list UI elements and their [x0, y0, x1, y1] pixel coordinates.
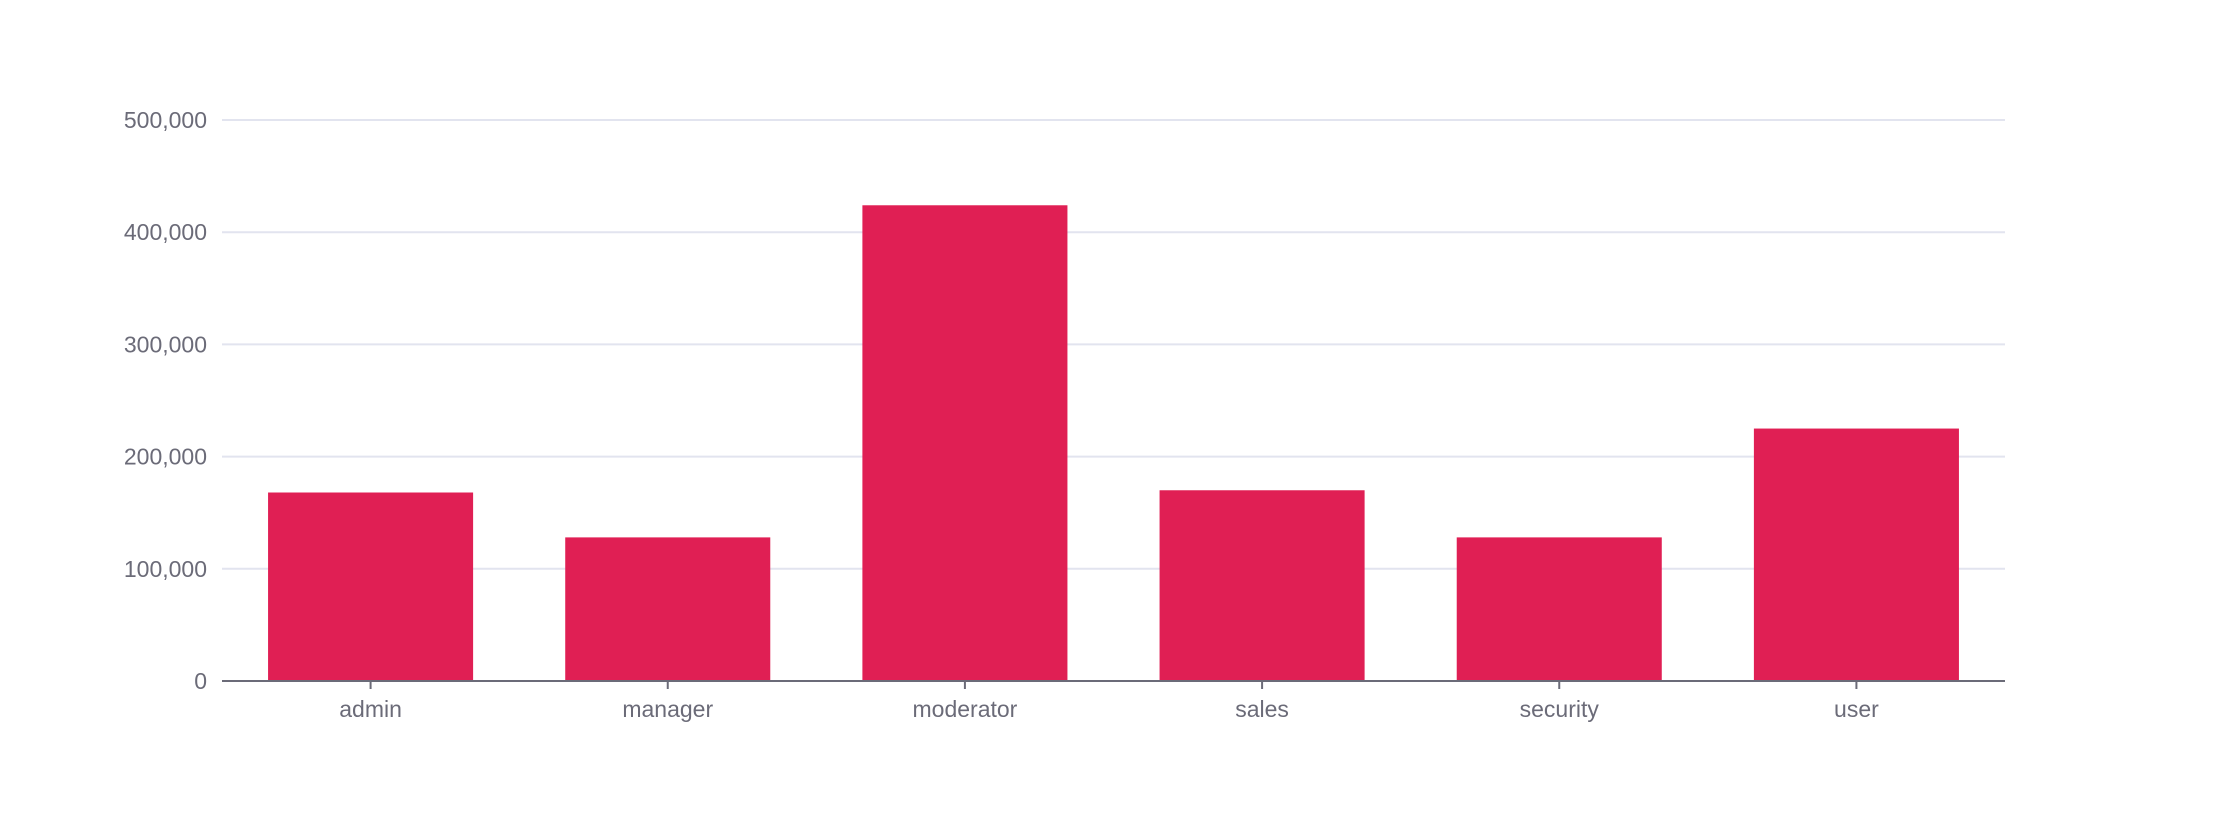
bar-admin[interactable]: [268, 492, 474, 681]
x-tick-label: manager: [622, 696, 713, 722]
y-tick-label: 100,000: [124, 556, 207, 582]
bars: [268, 205, 1959, 681]
y-tick-label: 400,000: [124, 219, 207, 245]
bar-sales[interactable]: [1159, 490, 1365, 681]
x-tick-label: moderator: [913, 696, 1018, 722]
grid-lines: [222, 119, 2005, 570]
y-tick-label: 0: [194, 668, 207, 694]
x-tick-label: security: [1520, 696, 1600, 722]
y-tick-label: 500,000: [124, 107, 207, 133]
x-axis: [222, 680, 2005, 689]
x-tick-label: sales: [1235, 696, 1289, 722]
y-tick-label: 200,000: [124, 444, 207, 470]
y-axis-labels: 0 100,000 200,000 300,000 400,000 500,000: [124, 107, 207, 694]
x-tick-label: admin: [339, 696, 402, 722]
x-axis-labels: admin manager moderator sales security user: [339, 696, 1879, 722]
bar-security[interactable]: [1456, 537, 1662, 681]
y-tick-label: 300,000: [124, 331, 207, 357]
bar-moderator[interactable]: [862, 205, 1068, 681]
x-tick-label: user: [1834, 696, 1879, 722]
bar-manager[interactable]: [565, 537, 771, 681]
bar-user[interactable]: [1753, 428, 1959, 681]
